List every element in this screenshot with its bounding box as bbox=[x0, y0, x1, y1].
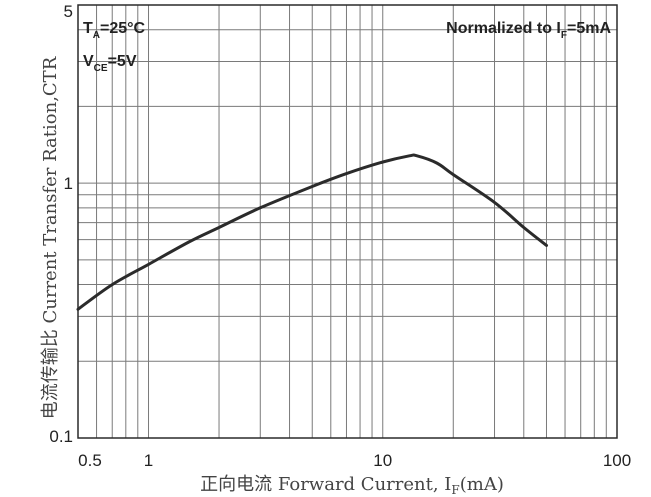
x-tick-label: 10 bbox=[373, 451, 392, 470]
y-tick-label: 0.1 bbox=[49, 427, 73, 446]
x-tick-label: 1 bbox=[144, 451, 153, 470]
plot-frame bbox=[78, 5, 617, 438]
x-tick-label: 100 bbox=[603, 451, 631, 470]
condition-voltage: VCE=5V bbox=[83, 53, 137, 74]
y-axis-label: 电流传输比 Current Transfer Ration,CTR bbox=[40, 56, 61, 419]
condition-temperature: TA=25°C bbox=[83, 20, 146, 41]
test-conditions: TA=25°C VCE=5V bbox=[83, 20, 146, 74]
normalization-annotation: Normalized to IF=5mA bbox=[446, 20, 611, 41]
y-tick-label: 5 bbox=[64, 2, 73, 21]
y-tick-label: 1 bbox=[64, 174, 73, 193]
grid bbox=[78, 5, 617, 438]
x-axis-label: 正向电流 Forward Current, IF(mA) bbox=[200, 474, 504, 497]
x-tick-label: 0.5 bbox=[78, 451, 102, 470]
tick-labels: 0.5 1 10 100 0.1 1 5 bbox=[49, 2, 631, 470]
